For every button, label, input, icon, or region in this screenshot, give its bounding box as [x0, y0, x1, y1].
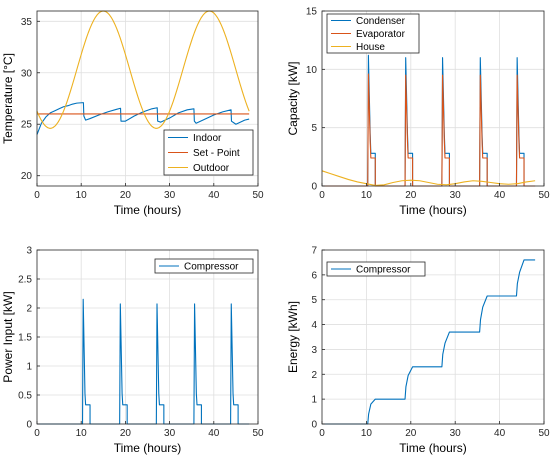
y-tick-label: 35 [21, 17, 33, 28]
x-axis-label: Time (hours) [399, 203, 467, 217]
y-tick-label: 30 [21, 68, 33, 79]
y-tick-label: 1.5 [18, 333, 32, 344]
x-tick-label: 40 [208, 428, 220, 439]
x-tick-label: 50 [252, 190, 264, 201]
legend: Indoor Set - Point Outdoor [163, 129, 254, 176]
x-tick-label: 0 [34, 190, 40, 201]
series-line-compressor [322, 259, 536, 425]
y-tick-label: 1 [26, 362, 32, 373]
y-axis-label: Temperature [°C] [1, 53, 15, 144]
legend-label: Compressor [356, 265, 411, 276]
x-tick-label: 10 [361, 190, 373, 201]
legend-label: Evaporator [356, 29, 406, 40]
y-tick-label: 20 [21, 171, 33, 182]
x-tick-label: 40 [208, 190, 220, 201]
y-tick-label: 3 [26, 246, 32, 257]
x-tick-label: 20 [405, 190, 417, 201]
y-tick-label: 3 [311, 345, 317, 356]
x-tick-label: 40 [494, 428, 506, 439]
series-line-evaporator [322, 73, 536, 187]
y-axis-label: Energy [kWh] [286, 301, 300, 373]
y-tick-label: 2 [26, 304, 32, 315]
legend-label: Outdoor [193, 163, 230, 174]
legend-box [326, 261, 426, 277]
y-tick-label: 5 [311, 123, 317, 134]
series-line-compressor [37, 298, 250, 425]
y-tick-label: 7 [311, 246, 317, 257]
legend-box [154, 258, 254, 274]
legend: Condenser Evaporator House [326, 13, 420, 54]
x-tick-label: 20 [120, 190, 132, 201]
x-tick-label: 30 [450, 190, 462, 201]
x-tick-label: 40 [494, 190, 506, 201]
y-axis-label: Capacity [kW] [286, 61, 300, 135]
x-tick-label: 50 [538, 190, 550, 201]
y-tick-label: 25 [21, 120, 33, 131]
x-tick-label: 50 [538, 428, 550, 439]
y-tick-label: 1 [311, 395, 317, 406]
capacity-panel: 0 10 20 30 40 50 0 5 10 15 Time (hours) Capacity [k… [286, 7, 550, 218]
x-axis-label: Time (hours) [399, 441, 467, 455]
series-line-outdoor [36, 10, 250, 129]
legend-label: House [356, 42, 385, 53]
y-tick-label: 10 [306, 65, 318, 76]
y-tick-label: 4 [311, 320, 317, 331]
temperature-panel: 0 10 20 30 40 50 20 25 30 35 Time (hours) Temperatu… [1, 10, 264, 217]
x-tick-label: 20 [120, 428, 132, 439]
y-tick-label: 15 [306, 7, 318, 18]
x-tick-label: 20 [405, 428, 417, 439]
axes-box [321, 249, 545, 425]
power-input-panel: 0 10 20 30 40 50 0 0.5 1 1.5 2 2.5 3 Time (hours) Powe… [1, 246, 264, 456]
legend: Compressor [154, 258, 254, 274]
x-tick-label: 0 [34, 428, 40, 439]
y-tick-label: 5 [311, 295, 317, 306]
y-tick-label: 0 [311, 420, 317, 431]
x-tick-label: 50 [252, 428, 264, 439]
x-tick-label: 30 [164, 190, 176, 201]
legend: Compressor [326, 261, 426, 277]
x-tick-label: 10 [76, 190, 88, 201]
x-tick-label: 0 [319, 428, 325, 439]
x-tick-label: 30 [450, 428, 462, 439]
y-axis-label: Power Input [kW] [1, 291, 15, 382]
legend-label: Compressor [184, 262, 239, 273]
legend-label: Condenser [356, 16, 406, 27]
x-tick-label: 30 [164, 428, 176, 439]
y-tick-label: 2 [311, 370, 317, 381]
y-tick-label: 0 [26, 420, 32, 431]
y-tick-label: 6 [311, 270, 317, 281]
energy-panel: 0 10 20 30 40 50 0 1 2 3 4 5 6 7 Time (hours) Energy [k… [286, 246, 550, 456]
y-tick-label: 0 [311, 182, 317, 193]
x-tick-label: 0 [319, 190, 325, 201]
axes-box [321, 10, 545, 187]
x-axis-label: Time (hours) [114, 203, 182, 217]
y-tick-label: 2.5 [18, 275, 32, 286]
x-tick-label: 10 [76, 428, 88, 439]
axes-box [36, 10, 259, 187]
plot-area [322, 250, 544, 424]
x-tick-label: 10 [361, 428, 373, 439]
legend-label: Indoor [193, 133, 222, 144]
y-tick-label: 0.5 [18, 391, 32, 402]
x-axis-label: Time (hours) [114, 441, 182, 455]
legend-label: Set - Point [193, 148, 240, 159]
